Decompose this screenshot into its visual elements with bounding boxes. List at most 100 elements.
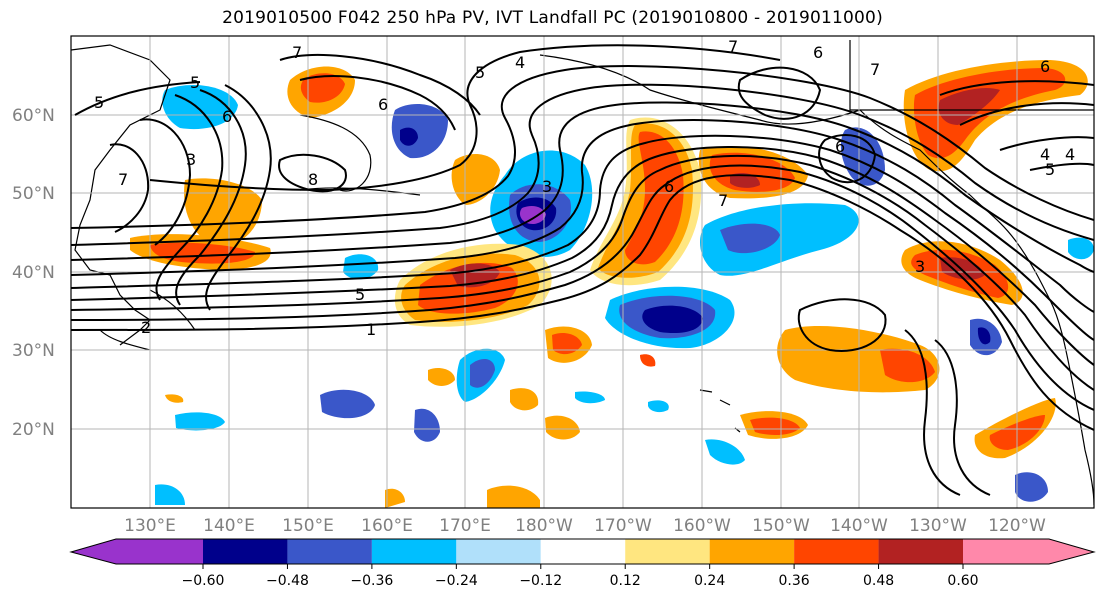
ivt-contour-line — [71, 65, 1094, 229]
map-plot-area: 7 7 6 5 4 5 6 3 6 7 8 7 5 4 6 6 4 5 5 1 … — [71, 36, 1094, 508]
pv-negative-region — [162, 85, 238, 130]
pv-negative-region — [648, 400, 669, 413]
lat-label: 40°N — [12, 263, 55, 283]
ivt-contour-line — [74, 81, 201, 116]
ivt-contour-line — [155, 94, 224, 301]
lon-label: 140°E — [203, 516, 255, 536]
contour-value-label: 6 — [1040, 57, 1050, 76]
pv-negative-region — [720, 223, 780, 254]
contour-value-label: 6 — [664, 177, 674, 196]
contour-value-label: 3 — [186, 150, 196, 169]
lat-label: 20°N — [12, 420, 55, 440]
ivt-contour-line — [1029, 162, 1094, 171]
latitude-labels: 60°N 50°N 40°N 30°N 20°N — [12, 106, 55, 440]
colorbar-extension-high — [963, 539, 1094, 564]
map-frame — [70, 35, 1095, 509]
colorbar-segment — [878, 539, 963, 564]
ivt-contour-line — [71, 164, 1094, 411]
coastline-asia — [71, 44, 171, 346]
colorbar-segment — [540, 539, 626, 564]
pv-negative-region — [400, 127, 418, 146]
contour-value-label: 4 — [1040, 145, 1050, 164]
pv-positive-region — [300, 73, 345, 103]
lon-label: 120°W — [988, 516, 1046, 536]
ivt-contour-line — [999, 136, 1094, 151]
lat-label: 60°N — [12, 106, 55, 126]
colorbar-segment — [794, 539, 879, 564]
pv-negative-region — [414, 408, 440, 442]
pv-negative-region — [519, 206, 546, 224]
contour-value-label: 6 — [835, 137, 845, 156]
colorbar-segment — [709, 539, 795, 564]
pv-positive-region — [552, 333, 582, 355]
lon-label: 150°W — [752, 516, 810, 536]
lon-label: 180°W — [515, 516, 573, 536]
pv-positive-region — [545, 415, 580, 440]
ivt-contour-line — [175, 89, 247, 306]
colorbar-tick-label: 0.48 — [863, 573, 894, 589]
ivt-contour-line — [934, 339, 991, 496]
contour-value-label: 7 — [728, 37, 738, 56]
colorbar-segment — [625, 539, 710, 564]
lon-label: 150°E — [282, 516, 334, 536]
ivt-contour-line — [797, 298, 887, 352]
ivt-contour-line — [959, 102, 1094, 126]
contour-value-label: 5 — [475, 63, 485, 82]
lon-label: 160°W — [673, 516, 731, 536]
colorbar-tick-label: 0.36 — [779, 573, 810, 589]
colorbar-tick-label: −0.60 — [182, 573, 225, 589]
pv-negative-region — [320, 389, 375, 419]
pv-negative-region — [343, 254, 379, 280]
ivt-contour-line — [109, 143, 150, 233]
ivt-contour-line — [71, 119, 1094, 313]
lat-label: 30°N — [12, 341, 55, 361]
contour-value-label: 6 — [813, 43, 823, 62]
ivt-contour-line — [139, 118, 192, 246]
colorbar-segments — [71, 539, 1094, 564]
ivt-contour-line — [205, 84, 272, 311]
colorbar-tick-label: −0.24 — [435, 573, 478, 589]
pv-negative-region — [175, 412, 225, 431]
ivt-contour-line — [71, 101, 1094, 273]
contour-value-label: 5 — [1045, 160, 1055, 179]
colorbar-segment — [287, 539, 372, 564]
pv-positive-region — [730, 173, 760, 188]
pv-negative-region — [470, 358, 495, 388]
colorbar-segment — [456, 539, 541, 564]
contour-value-label: 5 — [190, 73, 200, 92]
ivt-contour-line — [71, 146, 1094, 366]
pv-positive-region — [184, 178, 262, 248]
coastline-north-america — [969, 194, 1094, 506]
ivt-contours — [71, 44, 1094, 496]
lon-label: 170°W — [594, 516, 652, 536]
colorbar-tick-label: 0.24 — [694, 573, 725, 589]
contour-value-label: 3 — [542, 177, 552, 196]
contour-value-label: 7 — [718, 191, 728, 210]
ivt-contour-line — [279, 54, 481, 116]
ivt-contour-line — [299, 75, 456, 131]
ivt-contour-line — [939, 80, 1094, 96]
contour-value-label: 7 — [118, 170, 128, 189]
pv-negative-region — [1015, 472, 1048, 502]
pv-positive-region — [940, 257, 985, 280]
pv-positive-region — [165, 394, 184, 403]
colorbar-tick-label: 0.12 — [610, 573, 641, 589]
pv-positive-region — [938, 88, 1000, 125]
graticule — [71, 36, 1094, 508]
pv-negative-region — [642, 305, 703, 334]
longitude-labels: 130°E 140°E 150°E 160°E 170°E 180°W 170°… — [124, 516, 1046, 536]
ivt-contour-line — [71, 83, 1094, 246]
contour-value-label: 3 — [915, 257, 925, 276]
pv-negative-region — [700, 203, 859, 276]
pv-positive-region — [640, 354, 656, 367]
colorbar-segment — [371, 539, 457, 564]
pv-negative-region — [977, 327, 991, 345]
colorbar: −0.60 −0.48 −0.36 −0.24 −0.12 0.12 0.24 0.36 0.4… — [69, 538, 1096, 589]
lon-label: 130°W — [909, 516, 967, 536]
colorbar-segment — [203, 539, 288, 564]
contour-value-label: 8 — [308, 170, 318, 189]
pv-positive-region — [625, 131, 684, 265]
pv-positive-region — [487, 485, 540, 508]
contour-value-label: 4 — [515, 53, 525, 72]
colorbar-tick-label: −0.48 — [266, 573, 309, 589]
